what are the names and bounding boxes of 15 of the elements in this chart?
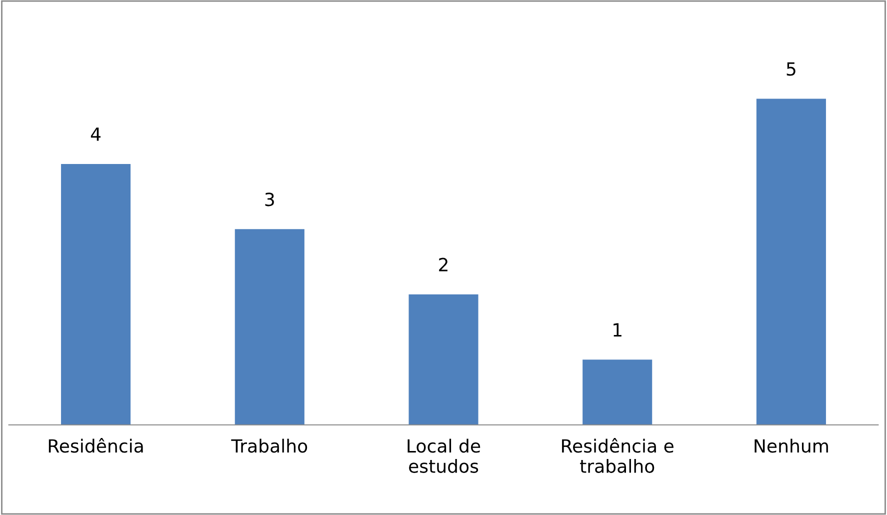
data-label: 1 [614,323,622,336]
data-label: 3 [265,192,274,206]
bar [756,98,826,425]
x-tick-label: Trabalho [231,438,308,453]
data-label: 4 [90,128,101,141]
x-tick-label: Local de estudos [408,438,480,473]
bar [61,164,131,425]
x-tick-label: Nenhum [754,438,828,453]
data-label: 5 [786,62,796,76]
bar [234,229,304,425]
x-tick-label: Residência e trabalho [562,438,674,473]
bar [408,294,478,425]
bar [582,360,652,425]
data-label: 2 [439,258,448,272]
x-tick-label: Residência [48,438,143,453]
